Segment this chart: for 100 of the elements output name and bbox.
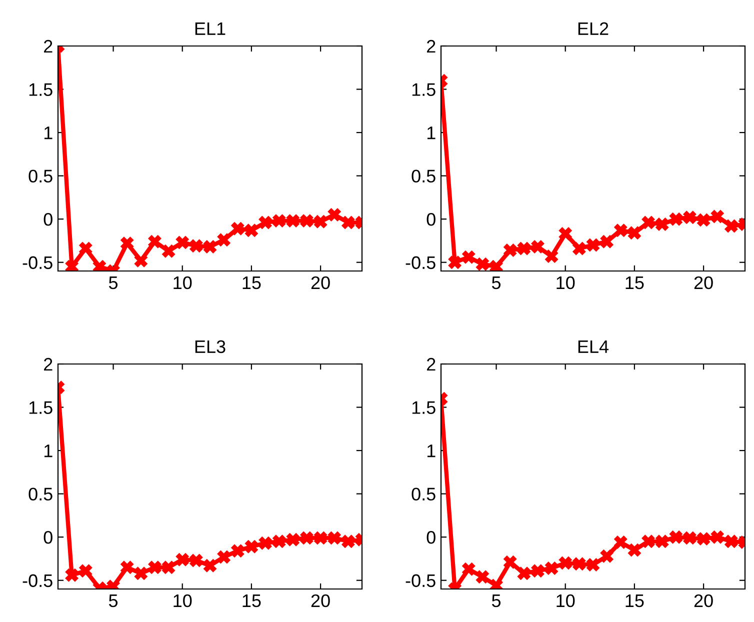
- point: [190, 554, 203, 568]
- point: [148, 234, 162, 248]
- x-tick-label: 10: [174, 594, 192, 608]
- point: [244, 540, 258, 554]
- point: [314, 531, 328, 545]
- point: [65, 568, 78, 582]
- y-tick-label: 1.5: [412, 401, 436, 414]
- point: [272, 534, 286, 548]
- point: [342, 534, 355, 548]
- point: [669, 212, 683, 226]
- point: [614, 536, 628, 549]
- chart-title: EL4: [578, 340, 609, 353]
- x-tick-label: 5: [492, 276, 501, 290]
- point: [642, 216, 655, 230]
- point: [490, 260, 503, 271]
- point: [724, 219, 738, 233]
- point: [134, 254, 148, 268]
- y-tick-label: -0.5: [22, 256, 52, 270]
- point: [342, 216, 355, 230]
- y-tick-label: 2: [44, 358, 52, 371]
- point: [655, 534, 669, 548]
- point: [65, 260, 78, 271]
- point: [503, 244, 517, 257]
- point: [683, 531, 696, 545]
- point: [696, 213, 710, 227]
- chart-title: EL2: [578, 22, 608, 35]
- x-tick-label: 20: [694, 276, 713, 290]
- x-tick-label: 20: [694, 594, 713, 608]
- point: [655, 218, 669, 231]
- point: [544, 250, 558, 263]
- point: [300, 214, 314, 228]
- y-tick-label: 2: [427, 40, 436, 53]
- y-tick-label: 0.5: [412, 170, 436, 183]
- y-tick-label: 0: [44, 213, 52, 226]
- chart-title: EL1: [195, 22, 226, 35]
- point: [328, 531, 341, 545]
- point: [79, 564, 92, 578]
- chart-title: EL3: [195, 340, 226, 354]
- point: [79, 242, 92, 256]
- x-tick-label: 15: [626, 276, 644, 290]
- y-tick-label: 1.5: [29, 83, 52, 96]
- x-tick-label: 15: [626, 594, 644, 608]
- point: [148, 560, 162, 574]
- point: [328, 208, 341, 222]
- y-tick-label: -0.5: [406, 574, 436, 588]
- point: [572, 557, 586, 571]
- point: [190, 239, 203, 253]
- point: [642, 534, 655, 548]
- y-tick-label: 0: [426, 531, 436, 544]
- point: [203, 559, 217, 572]
- point: [586, 558, 600, 572]
- point: [558, 227, 572, 240]
- y-tick-label: 0.5: [412, 488, 436, 501]
- point: [628, 543, 642, 557]
- y-tick-label: 1: [427, 444, 436, 458]
- y-tick-label: 2: [44, 40, 52, 53]
- point: [272, 214, 286, 228]
- point: [476, 570, 490, 584]
- point: [710, 210, 724, 224]
- point: [176, 236, 189, 250]
- point: [176, 552, 189, 566]
- y-tick-label: 1: [427, 126, 436, 140]
- x-tick-label: 10: [556, 276, 575, 290]
- y-tick-label: 0: [44, 531, 52, 544]
- point: [448, 256, 462, 269]
- x-tick-label: 10: [556, 594, 575, 608]
- point: [517, 566, 531, 580]
- point: [162, 244, 176, 258]
- x-tick-label: 5: [108, 594, 118, 608]
- x-tick-label: 15: [242, 276, 261, 290]
- x-tick-label: 5: [108, 276, 118, 290]
- point: [120, 560, 134, 574]
- x-tick-label: 20: [311, 594, 330, 608]
- y-tick-label: 1: [44, 444, 52, 458]
- x-tick-label: 10: [174, 276, 192, 290]
- x-tick-label: 20: [311, 276, 330, 290]
- point: [696, 532, 710, 546]
- point: [628, 226, 642, 240]
- point: [572, 242, 586, 256]
- point: [286, 533, 300, 546]
- y-tick-label: -0.5: [406, 256, 436, 270]
- point: [258, 536, 272, 550]
- point: [614, 224, 628, 237]
- y-tick-label: 0.5: [28, 488, 52, 501]
- point: [134, 566, 148, 580]
- point: [258, 216, 272, 230]
- point: [162, 560, 176, 574]
- point: [300, 531, 314, 545]
- point: [231, 222, 244, 236]
- point: [503, 556, 517, 569]
- point: [217, 550, 230, 564]
- y-tick-label: 1: [44, 126, 52, 140]
- y-tick-label: 1.5: [29, 401, 52, 414]
- point: [231, 544, 244, 558]
- point: [217, 233, 230, 246]
- point: [531, 240, 544, 254]
- x-tick-label: 5: [492, 594, 501, 608]
- point: [724, 534, 738, 548]
- point: [476, 257, 490, 271]
- y-tick-label: 0.5: [28, 170, 52, 183]
